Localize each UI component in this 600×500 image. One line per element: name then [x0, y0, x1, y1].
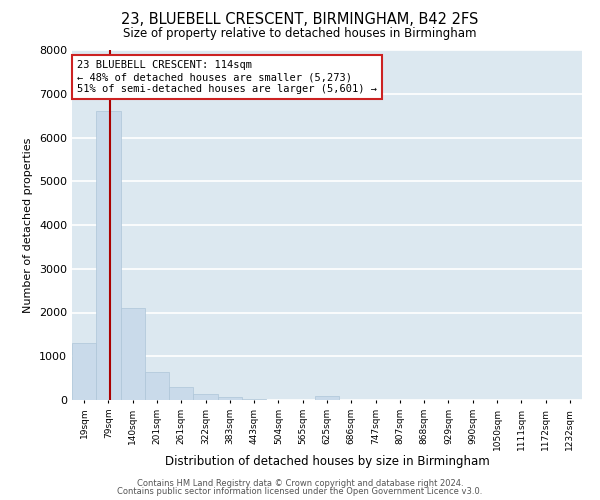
Bar: [72, 343, 96, 400]
Bar: [242, 398, 266, 400]
Bar: [121, 308, 145, 400]
Bar: [145, 372, 169, 400]
Bar: [193, 394, 218, 400]
Bar: [169, 387, 193, 400]
Bar: [96, 112, 121, 400]
Text: 23, BLUEBELL CRESCENT, BIRMINGHAM, B42 2FS: 23, BLUEBELL CRESCENT, BIRMINGHAM, B42 2…: [121, 12, 479, 28]
Bar: [218, 397, 242, 400]
Text: Contains public sector information licensed under the Open Government Licence v3: Contains public sector information licen…: [118, 487, 482, 496]
Text: Contains HM Land Registry data © Crown copyright and database right 2024.: Contains HM Land Registry data © Crown c…: [137, 478, 463, 488]
Y-axis label: Number of detached properties: Number of detached properties: [23, 138, 34, 312]
Text: Size of property relative to detached houses in Birmingham: Size of property relative to detached ho…: [123, 28, 477, 40]
Text: 23 BLUEBELL CRESCENT: 114sqm
← 48% of detached houses are smaller (5,273)
51% of: 23 BLUEBELL CRESCENT: 114sqm ← 48% of de…: [77, 60, 377, 94]
X-axis label: Distribution of detached houses by size in Birmingham: Distribution of detached houses by size …: [164, 456, 490, 468]
Bar: [315, 396, 339, 400]
